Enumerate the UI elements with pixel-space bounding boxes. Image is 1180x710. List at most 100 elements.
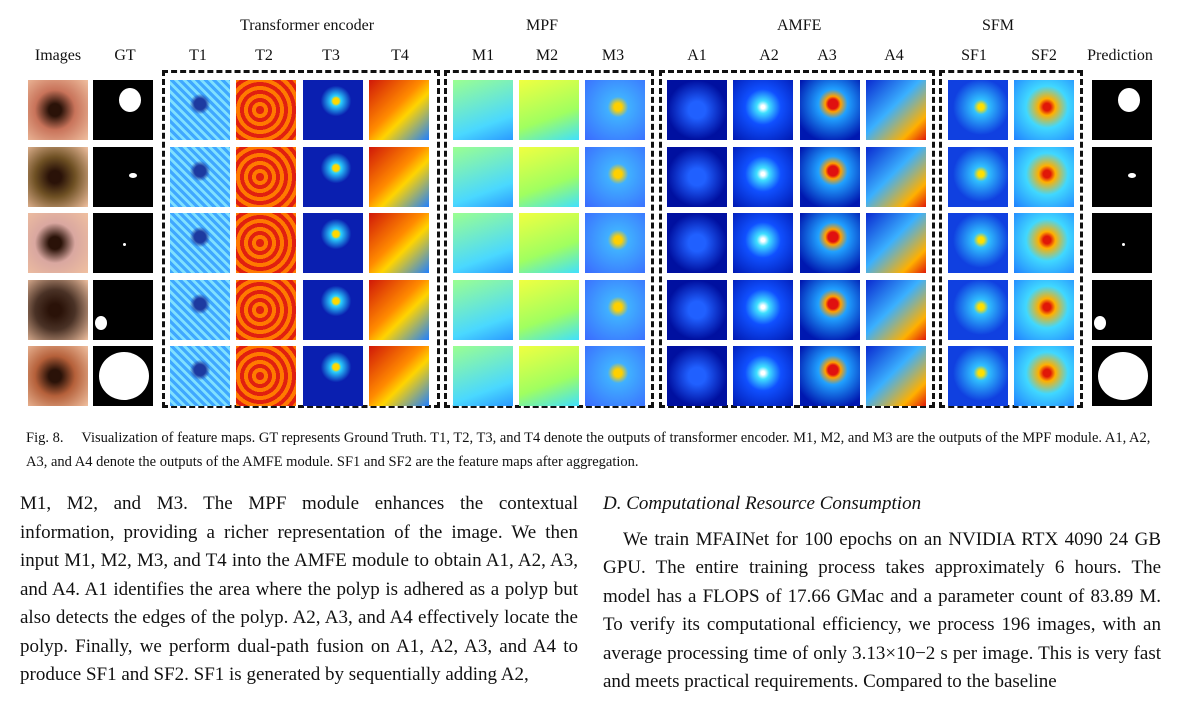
amfe-box [659,70,935,408]
a2-tile [733,346,793,406]
t4-tile [369,280,429,340]
column-label-a2: A2 [759,47,779,64]
figure-caption: Fig. 8. Visualization of feature maps. G… [26,426,1166,474]
a3-tile [800,213,860,273]
a1-tile [667,147,727,207]
right-column-paragraph: We train MFAINet for 100 epochs on an NV… [603,528,1161,693]
t4-tile [369,213,429,273]
mask-blob [95,316,107,330]
m2-tile [519,280,579,340]
m2-tile [519,213,579,273]
caption-text: Visualization of feature maps. GT repres… [26,430,1151,470]
mask-blob [1122,243,1125,246]
gt-tile [93,213,153,273]
m1-tile [453,213,513,273]
group-title-mpf: MPF [526,17,559,34]
group-title-sfm: SFM [982,17,1015,34]
a1-tile [667,346,727,406]
t2-tile [236,280,296,340]
a1-tile [667,280,727,340]
column-label-t2: T2 [255,47,273,64]
mask-blob [123,243,126,246]
t2-tile [236,80,296,140]
t3-tile [303,147,363,207]
t3-tile [303,346,363,406]
t4-tile [369,80,429,140]
mask-blob [1128,173,1136,178]
a4-tile [866,147,926,207]
a2-tile [733,280,793,340]
m1-tile [453,80,513,140]
t1-tile [170,213,230,273]
a2-tile [733,213,793,273]
mask-blob [1094,316,1106,330]
column-label-m1: M1 [471,47,495,64]
images-tile [28,280,88,340]
a3-tile [800,147,860,207]
sf2-tile [1014,80,1074,140]
t4-tile [369,147,429,207]
m2-tile [519,80,579,140]
a3-tile [800,346,860,406]
gt-tile [93,280,153,340]
a2-tile [733,147,793,207]
gt-tile [93,80,153,140]
mask-blob [1118,88,1140,112]
mask-blob [99,352,149,400]
column-label-m3: M3 [601,47,625,64]
a1-tile [667,80,727,140]
body-left-column: M1, M2, and M3. The MPF module enhances … [20,490,578,690]
mask-blob [1098,352,1148,400]
mpf-box [444,70,654,408]
transformer-encoder-box [162,70,440,408]
sf1-tile [948,280,1008,340]
m3-tile [585,80,645,140]
column-label-a1: A1 [687,47,707,64]
column-label-sf1: SF1 [961,47,987,64]
column-label-prediction: Prediction [1087,47,1153,64]
column-label-t3: T3 [322,47,340,64]
column-label-a4: A4 [884,47,904,64]
sf2-tile [1014,346,1074,406]
column-label-a3: A3 [817,47,837,64]
a4-tile [866,346,926,406]
group-title-transformer-encoder: Transformer encoder [240,17,375,34]
t3-tile [303,80,363,140]
t1-tile [170,147,230,207]
mask-blob [119,88,141,112]
m3-tile [585,280,645,340]
group-title-amfe: AMFE [777,17,822,34]
caption-label: Fig. 8. [26,430,64,446]
column-label-sf2: SF2 [1031,47,1057,64]
t2-tile [236,147,296,207]
m3-tile [585,147,645,207]
prediction-tile [1092,147,1152,207]
images-tile [28,80,88,140]
column-label-images: Images [34,47,82,64]
sf1-tile [948,213,1008,273]
t2-tile [236,346,296,406]
a3-tile [800,280,860,340]
prediction-tile [1092,213,1152,273]
prediction-tile [1092,346,1152,406]
a4-tile [866,280,926,340]
column-label-gt: GT [114,47,136,64]
t1-tile [170,346,230,406]
a1-tile [667,213,727,273]
sf2-tile [1014,280,1074,340]
prediction-tile [1092,280,1152,340]
a3-tile [800,80,860,140]
prediction-tile [1092,80,1152,140]
m1-tile [453,280,513,340]
sf2-tile [1014,213,1074,273]
gt-tile [93,346,153,406]
section-title: D. Computational Resource Consumption [603,493,922,514]
t2-tile [236,213,296,273]
t4-tile [369,346,429,406]
a4-tile [866,80,926,140]
m3-tile [585,213,645,273]
t3-tile [303,213,363,273]
images-tile [28,213,88,273]
m1-tile [453,147,513,207]
m3-tile [585,346,645,406]
